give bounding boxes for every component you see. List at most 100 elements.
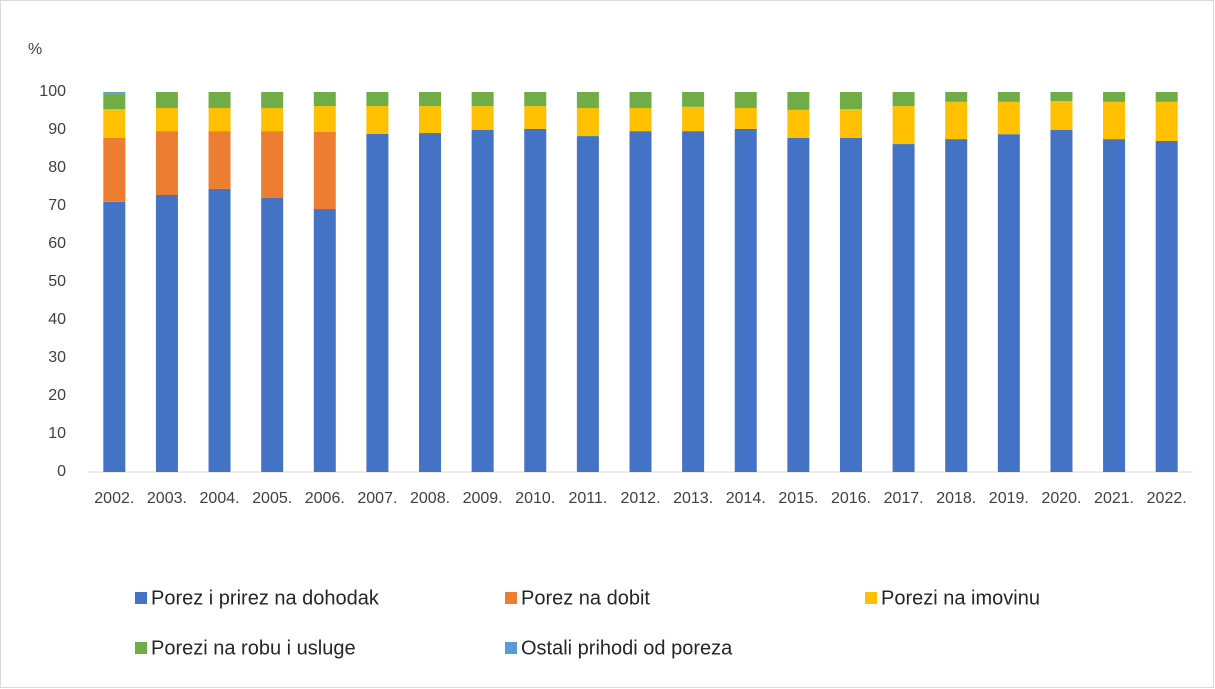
bar-segment	[892, 144, 915, 472]
bar-segment	[1050, 92, 1073, 102]
bar-segment	[945, 101, 968, 140]
bar-segment	[471, 92, 494, 107]
bar-segment	[103, 201, 126, 472]
x-tick-label: 2007.	[357, 490, 397, 507]
bar-segment	[1155, 101, 1178, 142]
bar-segment	[261, 198, 284, 472]
y-tick-label: 60	[48, 235, 66, 252]
bar-segment	[787, 92, 810, 110]
legend-label: Porez i prirez na dohodak	[151, 587, 380, 609]
bar-segment	[471, 106, 494, 130]
x-tick-label: 2004.	[200, 490, 240, 507]
bar-segment	[313, 106, 336, 132]
bar-segment	[103, 92, 126, 94]
bar-segment	[313, 131, 336, 210]
legend-swatch	[505, 592, 517, 604]
x-tick-label: 2017.	[884, 490, 924, 507]
bar-segment	[103, 137, 126, 202]
bar-segment	[682, 92, 705, 107]
x-tick-label: 2011.	[568, 490, 607, 507]
bar-segment	[629, 107, 652, 132]
x-tick-label: 2009.	[463, 490, 503, 507]
bar-segment	[997, 101, 1020, 135]
bar-segment	[787, 109, 810, 138]
bar-segment	[261, 131, 284, 199]
y-tick-label: 70	[48, 197, 66, 214]
x-tick-label: 2003.	[147, 490, 187, 507]
bar-segment	[155, 131, 178, 195]
bar-segment	[419, 106, 442, 134]
legend-label: Ostali prihodi od poreza	[521, 637, 733, 659]
bar-segment	[576, 92, 599, 108]
y-tick-label: 10	[48, 425, 66, 442]
legend-swatch	[505, 642, 517, 654]
y-tick-label: 20	[48, 387, 66, 404]
bar-segment	[1103, 139, 1126, 472]
y-axis-label: %	[28, 41, 42, 58]
bar-segment	[419, 133, 442, 473]
bar-segment	[103, 93, 126, 110]
bar-segment	[576, 136, 599, 472]
bar-segment	[313, 92, 336, 107]
bar-segment	[1155, 92, 1178, 102]
bar-segment	[892, 106, 915, 145]
x-tick-label: 2020.	[1041, 490, 1081, 507]
bar-segment	[1050, 101, 1073, 130]
bar-segment	[208, 107, 231, 132]
bar-segment	[997, 92, 1020, 102]
bar-segment	[629, 131, 652, 472]
x-tick-label: 2008.	[410, 490, 450, 507]
bar-segment	[839, 137, 862, 473]
y-tick-label: 100	[39, 83, 66, 100]
bar-segment	[576, 107, 599, 137]
y-tick-label: 90	[48, 121, 66, 138]
bar-segment	[313, 209, 336, 473]
x-tick-label: 2019.	[989, 490, 1029, 507]
x-tick-label: 2005.	[252, 490, 292, 507]
legend-swatch	[135, 592, 147, 604]
bar-segment	[1103, 92, 1126, 102]
x-tick-label: 2015.	[778, 490, 818, 507]
bar-segment	[629, 92, 652, 108]
bar-segment	[839, 109, 862, 138]
y-tick-label: 40	[48, 311, 66, 328]
x-tick-label: 2012.	[620, 490, 660, 507]
legend-swatch	[865, 592, 877, 604]
bar-segment	[524, 106, 547, 129]
bar-segment	[155, 92, 178, 108]
bar-segment	[366, 92, 389, 107]
bar-segment	[471, 130, 494, 472]
bar-segment	[839, 92, 862, 110]
bar-segment	[1050, 130, 1073, 472]
bar-segment	[734, 107, 757, 129]
bar-segment	[787, 137, 810, 473]
bar-segment	[366, 133, 389, 473]
y-tick-label: 0	[57, 463, 66, 480]
bar-segment	[208, 131, 231, 189]
x-tick-label: 2021.	[1094, 490, 1134, 507]
x-tick-label: 2018.	[936, 490, 976, 507]
x-tick-label: 2013.	[673, 490, 713, 507]
bar-segment	[945, 139, 968, 472]
y-tick-label: 80	[48, 159, 66, 176]
y-tick-label: 50	[48, 273, 66, 290]
bar-segment	[261, 107, 284, 132]
bar-segment	[892, 92, 915, 107]
bar-segment	[366, 106, 389, 134]
legend-label: Porez na dobit	[521, 587, 650, 609]
bar-segment	[524, 92, 547, 107]
bar-segment	[155, 107, 178, 132]
bar-segment	[1103, 101, 1126, 140]
x-tick-label: 2006.	[305, 490, 345, 507]
bar-segment	[261, 92, 284, 108]
x-tick-label: 2010.	[515, 490, 555, 507]
legend-swatch	[135, 642, 147, 654]
bar-segment	[103, 109, 126, 138]
legend-label: Porezi na robu i usluge	[151, 637, 356, 659]
bar-segment	[682, 131, 705, 472]
bar-segment	[1155, 141, 1178, 472]
bar-segment	[524, 128, 547, 473]
bar-segment	[945, 92, 968, 102]
bar-segment	[734, 128, 757, 473]
